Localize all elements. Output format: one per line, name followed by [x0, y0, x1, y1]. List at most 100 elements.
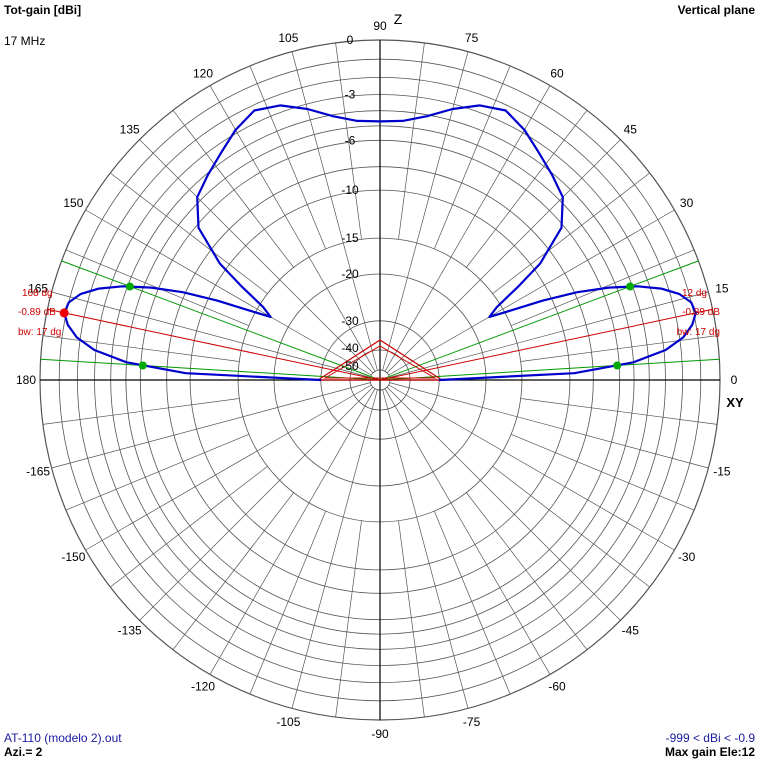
- grid-spoke: [388, 384, 675, 551]
- grid-spoke: [384, 388, 551, 675]
- angle-label: 90: [373, 19, 387, 33]
- grid-spoke: [510, 433, 695, 511]
- radial-db-label: -6: [345, 133, 356, 147]
- angle-label: -90: [371, 727, 389, 741]
- polar-grid: [39, 39, 721, 721]
- chart-title: Tot-gain [dBi]: [4, 3, 82, 17]
- angle-label: -165: [26, 465, 50, 479]
- grid-spoke: [42, 335, 240, 362]
- max-gain-point: [59, 308, 69, 318]
- radial-db-label: -15: [341, 231, 359, 245]
- grid-spoke: [110, 466, 268, 588]
- grid-spoke: [335, 520, 362, 718]
- grid-spoke: [139, 139, 374, 374]
- right-marker-label: 12 dg: [682, 288, 707, 299]
- angle-label: -45: [622, 623, 640, 637]
- grid-spoke: [110, 172, 268, 294]
- right-marker-label: -0.89 dB: [682, 307, 720, 318]
- beam-edge-line: [379, 260, 699, 381]
- angle-label: 15: [715, 281, 729, 295]
- grid-spoke: [209, 85, 376, 372]
- grid-spoke: [433, 510, 511, 695]
- polar-labels: 0153045607590105120135150165180-165-150-…: [16, 11, 744, 741]
- grid-spoke: [51, 382, 371, 469]
- grid-spoke: [520, 335, 718, 362]
- max-gain-markers: 168 dg -0.89 dB bw: 17 dg 12 dg -0.89 dB bw: …: [18, 282, 720, 370]
- grid-spoke: [384, 85, 551, 372]
- ground-reference-triangle: [315, 339, 445, 381]
- beam-edge-point: [125, 282, 134, 291]
- plane-label: Vertical plane: [677, 3, 755, 17]
- grid-spoke: [388, 209, 675, 376]
- grid-spoke: [520, 398, 718, 425]
- grid-spoke: [249, 510, 327, 695]
- angle-label: 120: [193, 66, 213, 80]
- angle-label: 60: [550, 66, 564, 80]
- frequency-label: 17 MHz: [4, 34, 46, 48]
- grid-spoke: [386, 139, 621, 374]
- left-marker-label: -0.89 dB: [18, 307, 56, 318]
- radial-db-label: -50: [341, 359, 359, 373]
- grid-spoke: [389, 291, 709, 378]
- radial-db-label: 0: [347, 33, 354, 47]
- max-gain-line: [47, 308, 381, 381]
- gain-range: -999 < dBi < -0.9: [665, 731, 755, 745]
- angle-label: 180: [16, 373, 36, 387]
- grid-spoke: [466, 110, 588, 268]
- grid-spoke: [433, 65, 511, 250]
- angle-label: -105: [276, 715, 300, 729]
- angle-label: 30: [680, 196, 694, 210]
- grid-spoke: [85, 384, 372, 551]
- grid-spoke: [382, 389, 469, 709]
- grid-spoke: [209, 388, 376, 675]
- beam-edge-point: [626, 282, 635, 291]
- radiation-pattern: [63, 104, 697, 382]
- angle-label: -15: [713, 465, 731, 479]
- grid-spoke: [172, 492, 294, 650]
- beam-edge-point: [613, 361, 622, 370]
- ground-reference-triangle-inner: [323, 345, 437, 379]
- angle-label: -75: [463, 715, 481, 729]
- grid-spoke: [492, 466, 650, 588]
- angle-label: 105: [278, 31, 298, 45]
- grid-spoke: [51, 291, 371, 378]
- angle-label: -120: [191, 680, 215, 694]
- beam-edge-point: [138, 361, 147, 370]
- grid-spoke: [382, 51, 469, 371]
- angle-label: -150: [61, 550, 85, 564]
- azimuth-label: Azi.= 2: [4, 745, 43, 759]
- radial-db-label: -3: [345, 88, 356, 102]
- grid-spoke: [85, 209, 372, 376]
- grid-spoke: [466, 492, 588, 650]
- grid-spoke: [386, 386, 621, 621]
- right-marker-label: bw: 17 dg: [677, 327, 720, 338]
- pattern-line: [63, 104, 697, 382]
- angle-label: -30: [678, 550, 696, 564]
- radial-db-label: -20: [341, 267, 359, 281]
- angle-label: 0: [731, 373, 738, 387]
- grid-spoke: [172, 110, 294, 268]
- angle-label: 165: [28, 281, 48, 295]
- radial-db-label: -10: [341, 183, 359, 197]
- angle-label: -135: [118, 623, 142, 637]
- left-marker-label: 168 dg: [22, 288, 53, 299]
- grid-spoke: [139, 386, 374, 621]
- beamwidth-lines: [40, 260, 720, 381]
- grid-spoke: [492, 172, 650, 294]
- grid-spoke: [398, 520, 425, 718]
- angle-label: 75: [465, 31, 479, 45]
- angle-label: 150: [63, 196, 83, 210]
- angle-label: 45: [624, 123, 638, 137]
- grid-spoke: [249, 65, 327, 250]
- beam-edge-line: [61, 260, 381, 381]
- grid-spoke: [389, 382, 709, 469]
- grid-spoke: [398, 42, 425, 240]
- xy-axis-label: XY: [726, 395, 744, 410]
- grid-spoke: [335, 42, 362, 240]
- angle-label: -60: [548, 680, 566, 694]
- max-gain-label: Max gain Ele:12: [664, 745, 755, 759]
- file-name: AT-110 (modelo 2).out: [4, 731, 122, 745]
- grid-spoke: [42, 398, 240, 425]
- radial-db-label: -30: [341, 314, 359, 328]
